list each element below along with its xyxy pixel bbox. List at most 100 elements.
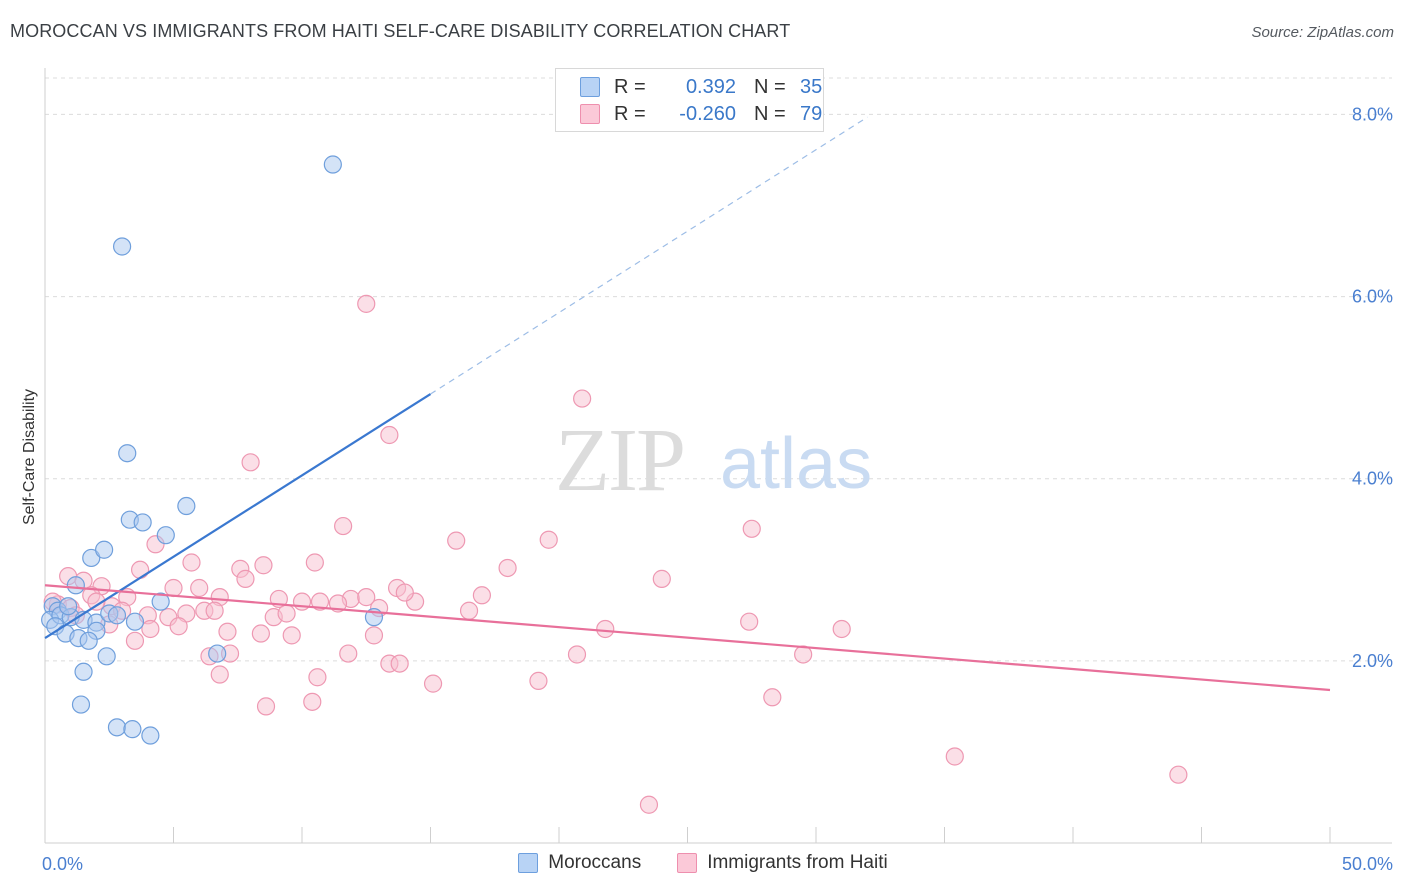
haiti-point	[282, 626, 301, 645]
haiti-point	[529, 671, 548, 690]
moroccan-point	[123, 720, 142, 739]
moroccan-point	[156, 526, 175, 545]
haiti-point	[390, 654, 409, 673]
haiti-point	[573, 389, 592, 408]
moroccans-trend-extension	[430, 116, 868, 395]
moroccan-point	[107, 606, 127, 625]
haiti-point	[364, 626, 384, 645]
haiti-point	[169, 617, 188, 636]
haiti-point	[182, 553, 201, 572]
legend-swatch-pink	[580, 104, 600, 124]
moroccan-point	[208, 644, 227, 663]
haiti-point	[945, 747, 964, 766]
haiti-point	[357, 294, 376, 313]
legend-n-value: 79	[800, 102, 823, 125]
y-tick-label: 8.0%	[1352, 104, 1393, 124]
haiti-point	[241, 453, 260, 472]
legend-row-haiti: R = -0.260 N = 79	[580, 101, 822, 127]
haiti-point	[277, 604, 296, 623]
haiti-point	[310, 592, 330, 611]
series-legend: Moroccans Immigrants from Haiti	[0, 852, 1406, 874]
haiti-point	[596, 619, 615, 639]
y-tick-label: 4.0%	[1352, 469, 1393, 489]
moroccan-point	[95, 540, 114, 559]
moroccan-point	[323, 155, 342, 174]
correlation-legend: R = 0.392 N = 35 R = -0.260 N = 79	[555, 68, 824, 132]
haiti-point	[740, 612, 759, 631]
haiti-point	[125, 631, 145, 650]
legend-item-moroccans[interactable]: Moroccans	[518, 852, 641, 874]
moroccan-point	[112, 237, 132, 256]
moroccan-point	[79, 631, 98, 650]
legend-r-value: -0.260	[679, 102, 736, 125]
moroccan-point	[177, 496, 196, 516]
moroccan-point	[82, 548, 101, 568]
haiti-point	[567, 645, 587, 664]
moroccan-point	[151, 592, 170, 611]
haiti-point	[447, 531, 466, 550]
haiti-point	[357, 588, 376, 607]
haiti-point	[763, 688, 782, 707]
haiti-point	[334, 516, 353, 536]
haiti-point	[498, 558, 517, 578]
axes	[44, 68, 1392, 844]
y-tick-label: 2.0%	[1352, 651, 1393, 671]
haiti-point	[742, 519, 761, 538]
moroccan-point	[125, 612, 145, 631]
haiti-point	[130, 560, 150, 579]
haiti-point	[832, 619, 851, 639]
haiti-point	[256, 697, 276, 716]
watermark-atlas: atlas	[720, 424, 872, 504]
source-credit: Source: ZipAtlas.com	[1251, 24, 1394, 41]
haiti-point	[652, 569, 671, 588]
haiti-point	[303, 692, 322, 711]
tick-labels: 2.0% 4.0% 6.0% 8.0% 0.0% 50.0%	[42, 104, 1393, 874]
moroccan-point	[71, 695, 91, 714]
haiti-point	[254, 556, 273, 575]
haiti-point	[305, 553, 324, 572]
legend-item-haiti[interactable]: Immigrants from Haiti	[677, 852, 888, 874]
haiti-point	[141, 619, 160, 639]
legend-r-value: 0.392	[685, 75, 736, 98]
legend-n-label: N =	[754, 75, 786, 98]
moroccan-point	[97, 647, 116, 666]
haiti-point	[251, 624, 270, 643]
haiti-point	[1169, 765, 1188, 784]
haiti-trend-line	[44, 584, 1331, 692]
x-tick-label: 50.0%	[1342, 854, 1393, 874]
x-tick-label: 0.0%	[42, 854, 83, 874]
haiti-point	[164, 578, 183, 598]
moroccans-trend-line	[44, 393, 432, 640]
haiti-point	[236, 569, 255, 588]
y-tick-label: 6.0%	[1352, 287, 1393, 307]
legend-swatch-blue	[518, 853, 539, 873]
moroccan-point	[133, 513, 152, 532]
watermark-zip: ZIP	[555, 411, 684, 510]
legend-label-moroccans: Moroccans	[548, 852, 642, 873]
haiti-point	[395, 583, 414, 602]
haiti-point	[210, 665, 229, 684]
moroccan-point	[59, 597, 78, 616]
watermark: ZIP atlas	[555, 411, 872, 510]
haiti-point	[380, 425, 399, 445]
legend-r-label: R =	[614, 102, 646, 125]
y-axis-label: Self-Care Disability	[21, 389, 38, 525]
moroccan-point	[66, 576, 85, 595]
moroccan-point	[107, 718, 127, 737]
haiti-point	[459, 601, 479, 620]
series-haiti-points	[43, 294, 1188, 814]
haiti-point	[423, 674, 443, 693]
series-moroccans-points	[41, 155, 384, 745]
legend-swatch-blue	[580, 77, 600, 97]
haiti-point	[639, 795, 659, 814]
legend-label-haiti: Immigrants from Haiti	[707, 852, 888, 873]
legend-n-label: N =	[754, 102, 786, 125]
legend-n-value: 35	[800, 75, 823, 98]
haiti-point	[190, 578, 209, 598]
haiti-point	[539, 530, 558, 549]
haiti-point	[205, 601, 224, 620]
legend-swatch-pink	[677, 853, 698, 873]
trend-lines	[44, 116, 1331, 692]
haiti-point	[472, 586, 491, 605]
